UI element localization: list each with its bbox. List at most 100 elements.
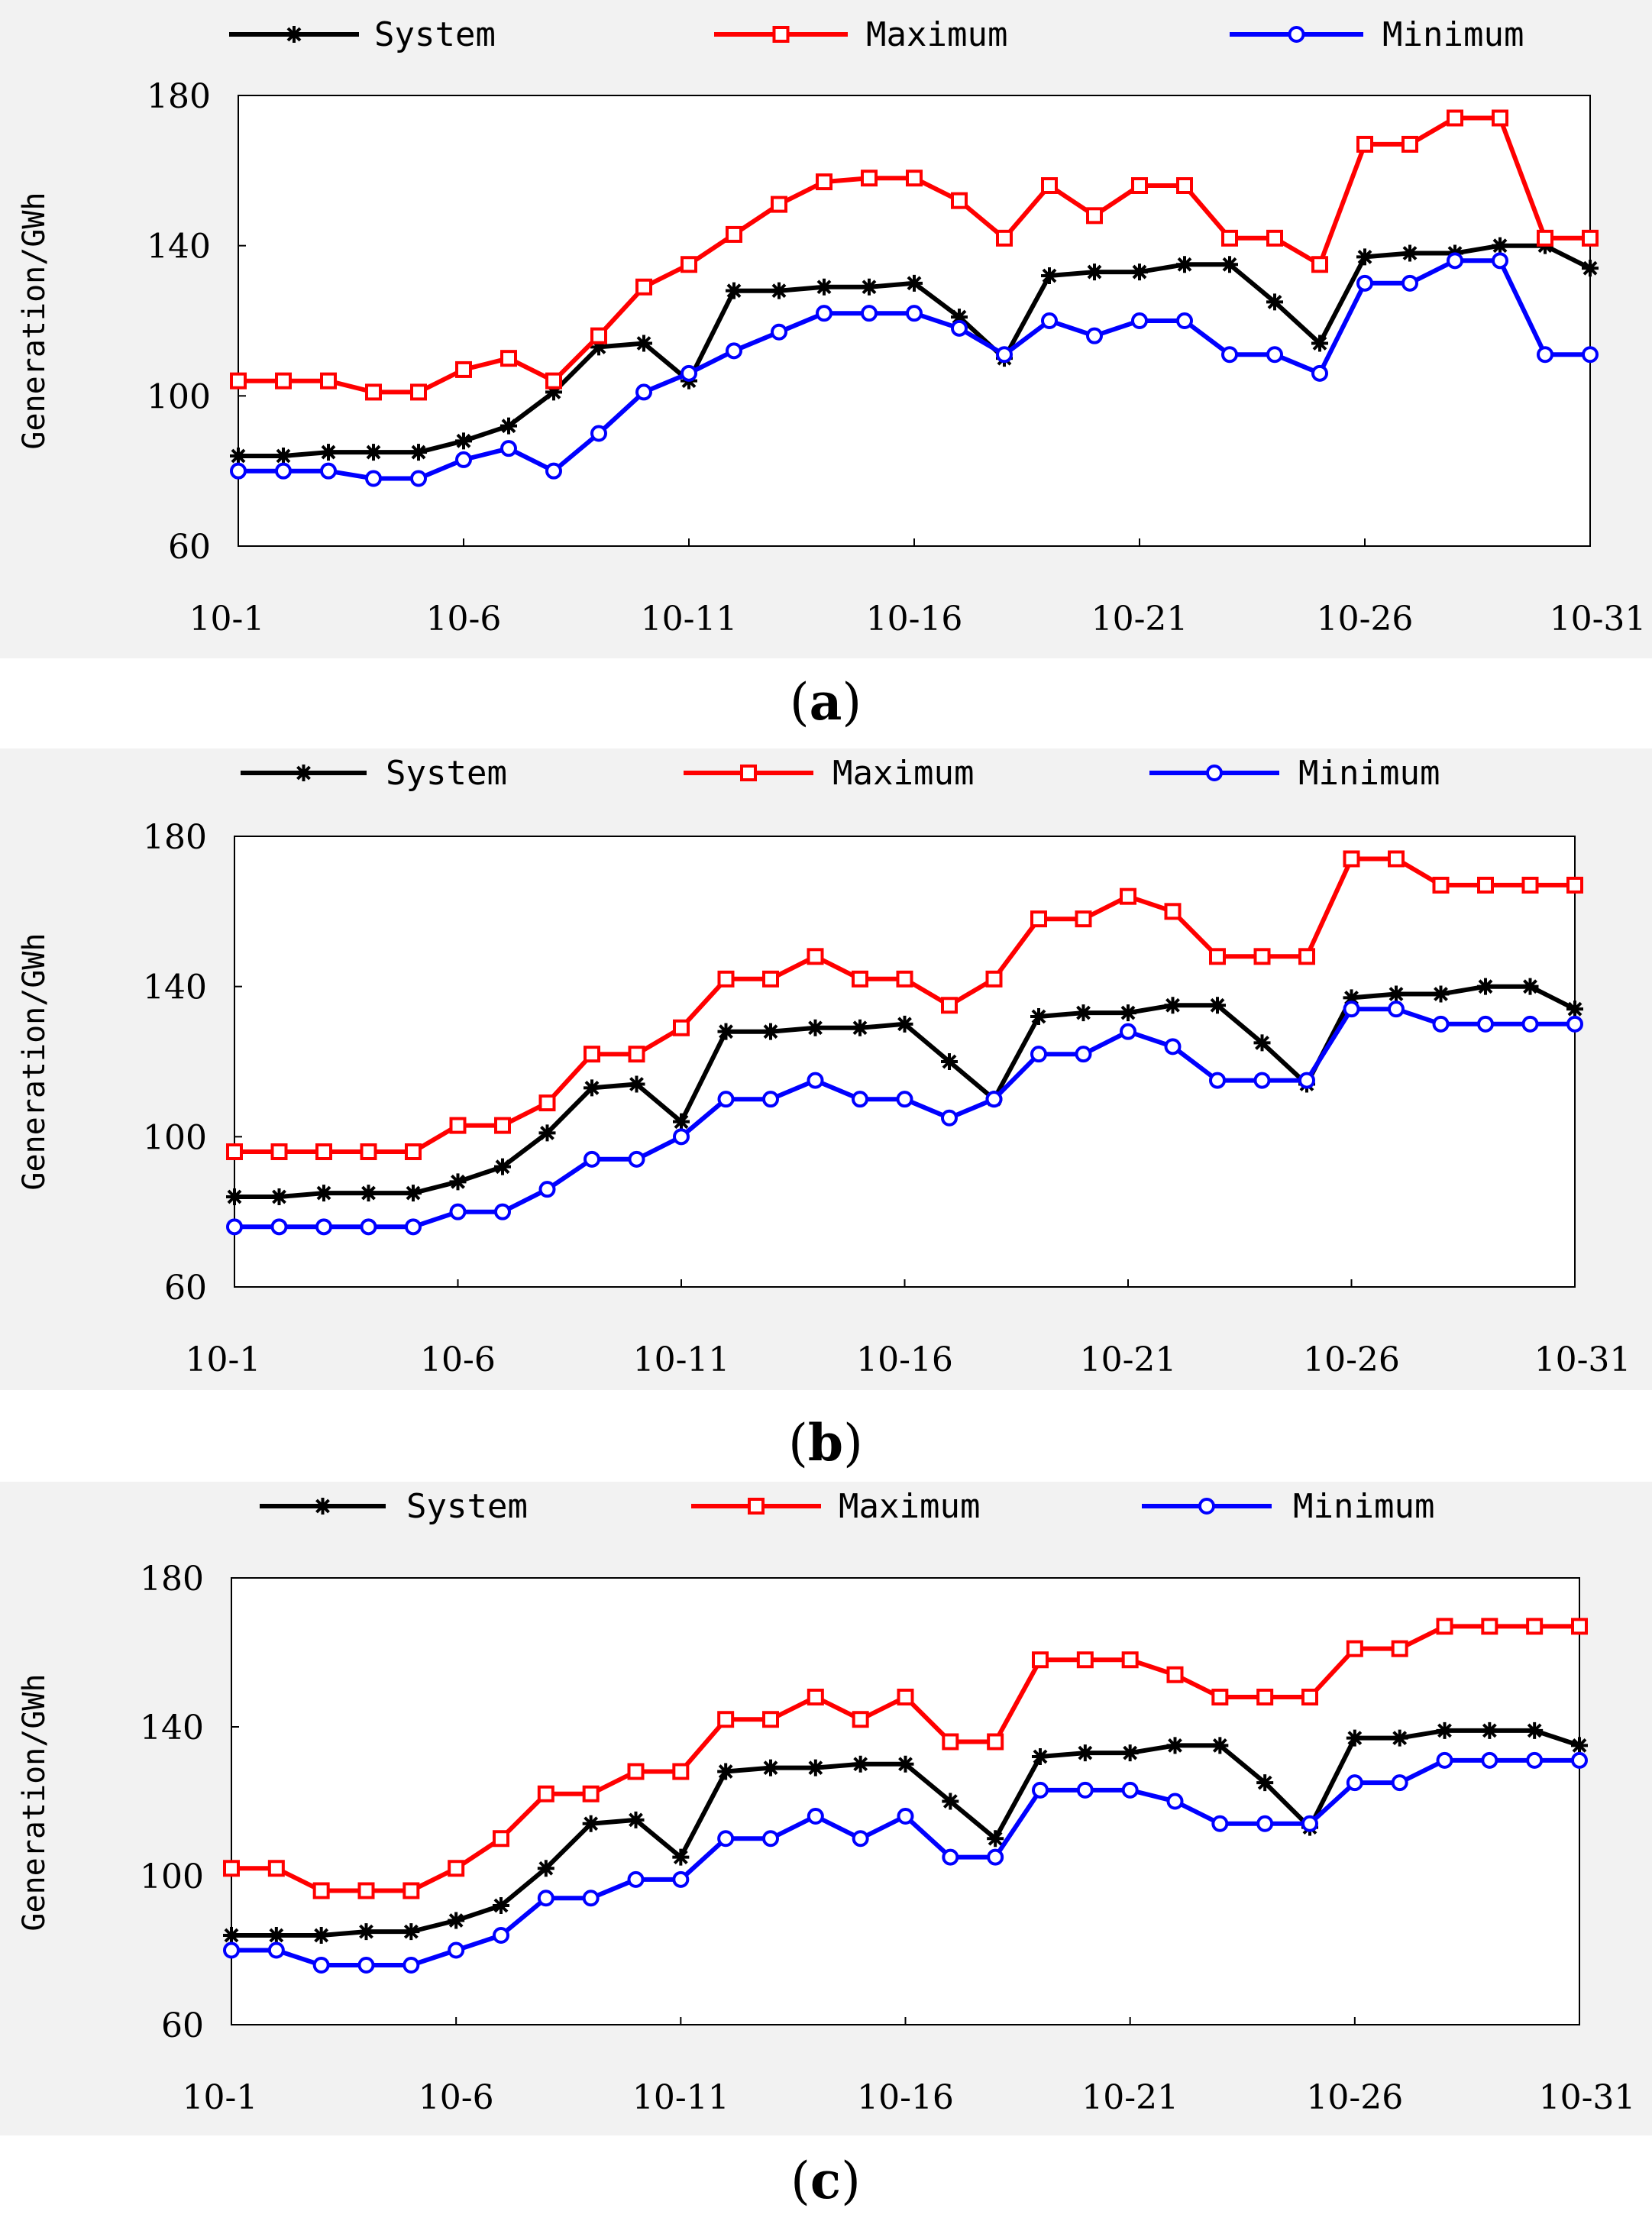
- data-point: [312, 1927, 330, 1944]
- y-axis-label: Generation/GWh: [17, 1673, 52, 1931]
- data-point: [816, 173, 832, 191]
- data-point: [455, 451, 472, 468]
- data-point: [1537, 229, 1553, 247]
- x-tick-label: 10-11: [641, 600, 738, 638]
- data-point: [1346, 1640, 1363, 1657]
- data-point: [1432, 985, 1450, 1003]
- series-maximum: [226, 850, 1583, 1160]
- data-point: [270, 1218, 288, 1236]
- data-point: [1343, 850, 1360, 868]
- data-point: [807, 1689, 824, 1705]
- legend-label-maximum: Maximum: [866, 15, 1007, 54]
- data-point: [449, 1117, 467, 1134]
- data-point: [1436, 1751, 1453, 1769]
- data-point: [500, 350, 517, 367]
- data-point: [357, 1957, 375, 1974]
- data-point: [1221, 229, 1238, 247]
- data-point: [771, 196, 787, 213]
- data-point: [1032, 1781, 1049, 1799]
- x-tick-labels: 10-1 10-6 10-11 10-16 10-21 10-26 10-31: [189, 600, 1647, 638]
- legend: System Maximum Minimum: [260, 1487, 1434, 1526]
- legend-marker-maximum: [748, 1498, 765, 1515]
- data-point: [455, 360, 472, 378]
- data-point: [315, 1143, 332, 1160]
- data-point: [673, 1113, 690, 1130]
- data-point: [405, 1185, 422, 1202]
- data-point: [896, 1091, 913, 1108]
- data-point: [1298, 1072, 1315, 1089]
- data-point: [312, 1882, 330, 1899]
- data-point: [1566, 1015, 1583, 1033]
- data-point: [500, 440, 517, 457]
- data-point: [267, 1927, 285, 1944]
- data-point: [717, 1830, 735, 1848]
- series-maximum: [230, 109, 1599, 401]
- data-series: [226, 850, 1583, 1236]
- data-point: [590, 338, 607, 356]
- data-point: [1526, 1751, 1544, 1769]
- data-point: [1120, 1023, 1136, 1040]
- data-point: [494, 1117, 511, 1134]
- data-series: [223, 1618, 1588, 1974]
- data-point: [1211, 1689, 1229, 1705]
- data-point: [1566, 876, 1583, 894]
- data-point: [987, 1848, 1004, 1866]
- data-point: [1388, 1001, 1405, 1018]
- data-point: [1086, 263, 1103, 281]
- legend-label-minimum: Minimum: [1382, 15, 1524, 54]
- data-point: [1436, 1618, 1453, 1635]
- data-point: [951, 192, 968, 209]
- data-point: [584, 1046, 600, 1063]
- data-point: [673, 1019, 690, 1036]
- data-point: [1164, 1038, 1182, 1056]
- data-point: [852, 1019, 868, 1036]
- series-system: [226, 978, 1583, 1205]
- data-point: [449, 1203, 467, 1220]
- data-point: [897, 1689, 914, 1705]
- data-point: [1131, 177, 1148, 194]
- x-tick-label: 10-1: [183, 2078, 258, 2117]
- data-point: [1253, 948, 1271, 965]
- data-point: [941, 1053, 958, 1070]
- data-point: [315, 1185, 332, 1202]
- x-tick-label: 10-6: [419, 2078, 494, 2117]
- series-minimum: [230, 252, 1599, 487]
- data-point: [1164, 903, 1182, 920]
- data-point: [762, 1091, 779, 1108]
- data-point: [1311, 256, 1328, 273]
- data-point: [1075, 1004, 1092, 1022]
- data-point: [1401, 135, 1418, 153]
- data-point: [493, 1830, 509, 1848]
- data-point: [717, 1711, 735, 1728]
- data-point: [1582, 229, 1599, 247]
- data-point: [1391, 1729, 1408, 1747]
- data-point: [275, 462, 292, 480]
- data-point: [1076, 1651, 1094, 1669]
- y-tick-label: 140: [147, 228, 211, 267]
- data-point: [1076, 1744, 1094, 1762]
- data-point: [584, 1079, 600, 1097]
- x-tick-label: 10-11: [633, 1340, 730, 1379]
- data-point: [1432, 876, 1450, 894]
- data-point: [590, 327, 607, 344]
- data-point: [996, 346, 1013, 364]
- data-point: [1176, 256, 1193, 273]
- legend-label-minimum: Minimum: [1298, 754, 1440, 793]
- data-point: [223, 1860, 240, 1877]
- x-tick-label: 10-31: [1550, 600, 1647, 638]
- data-point: [1166, 1666, 1184, 1683]
- x-tick-label: 10-6: [426, 600, 502, 638]
- data-point: [360, 1185, 377, 1202]
- data-point: [807, 1019, 824, 1036]
- x-tick-label: 10-26: [1303, 1340, 1400, 1379]
- legend-marker-system: [295, 765, 312, 781]
- series-system: [223, 1722, 1588, 1944]
- data-point: [230, 462, 247, 480]
- data-point: [267, 1941, 285, 1959]
- data-point: [1211, 1737, 1229, 1754]
- y-tick-label: 100: [147, 377, 211, 416]
- data-point: [987, 1733, 1004, 1751]
- y-tick-label: 60: [168, 528, 211, 567]
- data-point: [1030, 1008, 1047, 1025]
